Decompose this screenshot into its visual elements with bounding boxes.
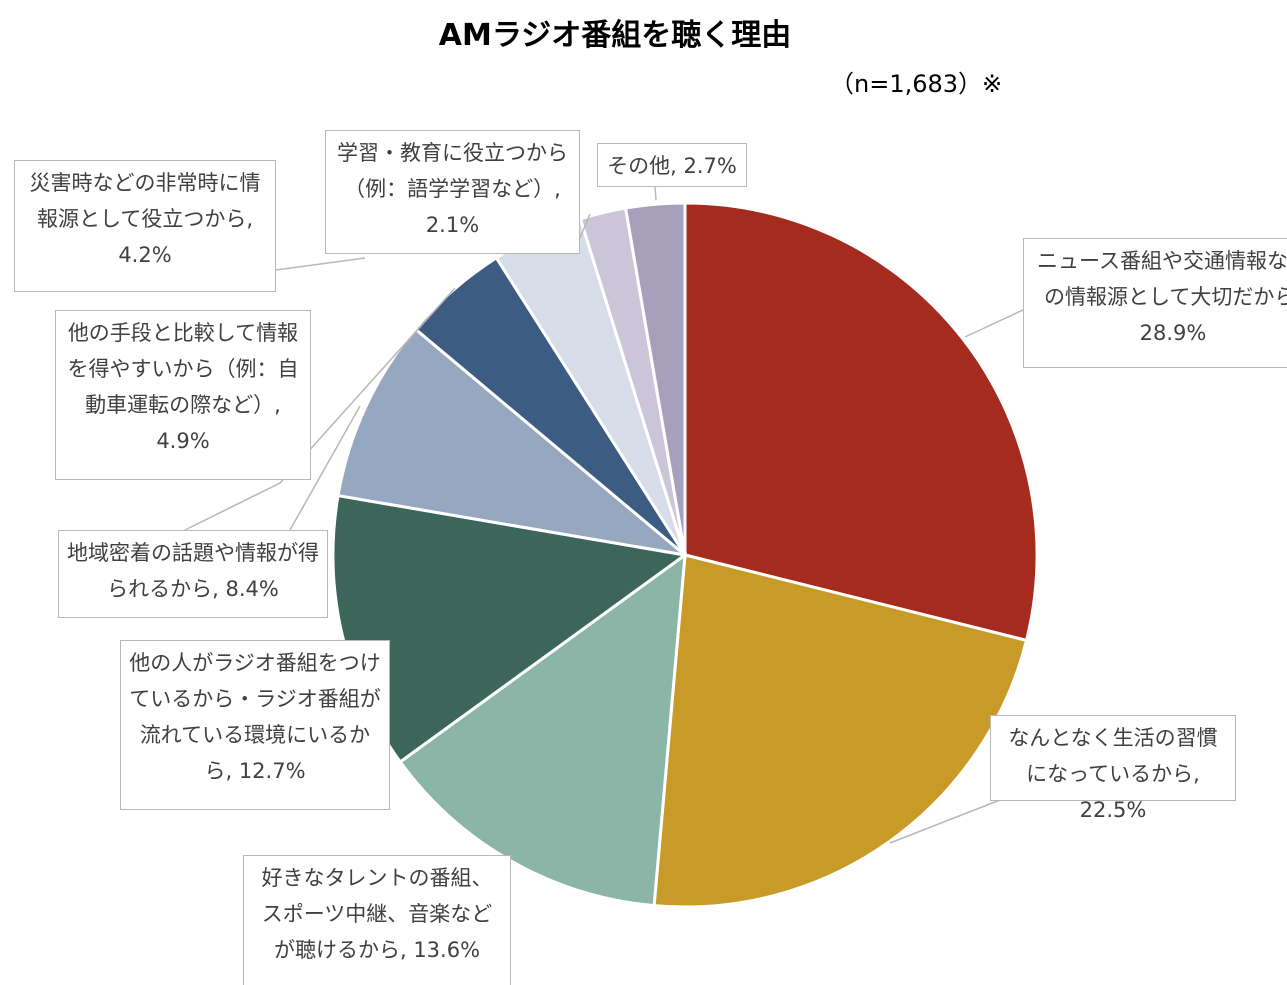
leader-line (275, 257, 366, 271)
value-label: , 8.4% (212, 577, 279, 601)
data-label: その他, 2.7% (597, 143, 747, 187)
pie-slice (652, 553, 1029, 909)
value-label: , 12.7% (225, 759, 306, 783)
pie-slice (336, 326, 691, 558)
value-label: , 2.7% (670, 154, 737, 178)
pie-slice (398, 551, 687, 908)
leader-line (184, 287, 456, 531)
value-label: , 22.5% (1079, 762, 1200, 822)
category-label: 好きなタレントの番組、スポーツ中継、音楽などが聴けるから (261, 866, 493, 962)
value-label: , 28.9% (1139, 321, 1207, 345)
leader-line (579, 213, 591, 239)
category-label: ニュース番組や交通情報などの情報源として大切だから (1037, 249, 1287, 309)
category-label: 地域密着の話題や情報が得られるから (67, 541, 319, 601)
category-label: なんとなく生活の習慣になっているから (1008, 726, 1218, 786)
leader-line (889, 799, 1001, 844)
leader-line (654, 185, 657, 201)
value-label: , 13.6% (399, 938, 481, 962)
leader-line (964, 309, 1024, 338)
category-label: その他 (607, 154, 671, 178)
data-label: なんとなく生活の習慣になっているから, 22.5% (990, 715, 1236, 822)
data-label: 他の人がラジオ番組をつけているから・ラジオ番組が流れている環境にいるから, 12… (120, 640, 390, 810)
pie-slice (683, 201, 1039, 643)
data-label: 災害時などの非常時に情報源として役立つから, 4.2% (14, 160, 276, 292)
value-label: , 2.1% (425, 177, 561, 237)
category-label: 他の人がラジオ番組をつけているから・ラジオ番組が流れている環境にいるから (129, 651, 381, 783)
data-label: 地域密着の話題や情報が得られるから, 8.4% (58, 530, 328, 618)
category-label: 災害時などの非常時に情報源として役立つから (29, 171, 261, 231)
leader-line (289, 405, 361, 531)
chart-subtitle: （n=1,683）※ (830, 70, 1003, 98)
value-label: , 4.2% (118, 207, 254, 267)
category-label: 他の手段と比較して情報を得やすいから（例：自動車運転の際など） (67, 321, 299, 417)
chart-title: AMラジオ番組を聴く理由 (438, 18, 792, 53)
category-label: 学習・教育に役立つから（例：語学学習など） (337, 141, 568, 201)
data-label: 学習・教育に役立つから（例：語学学習など）, 2.1% (325, 130, 580, 254)
pie-slice (623, 201, 687, 556)
value-label: , 4.9% (156, 393, 281, 453)
data-label: 好きなタレントの番組、スポーツ中継、音楽などが聴けるから, 13.6% (243, 855, 511, 985)
data-label: ニュース番組や交通情報などの情報源として大切だから , 28.9% (1023, 238, 1287, 368)
data-label: 他の手段と比較して情報を得やすいから（例：自動車運転の際など）, 4.9% (55, 310, 311, 480)
